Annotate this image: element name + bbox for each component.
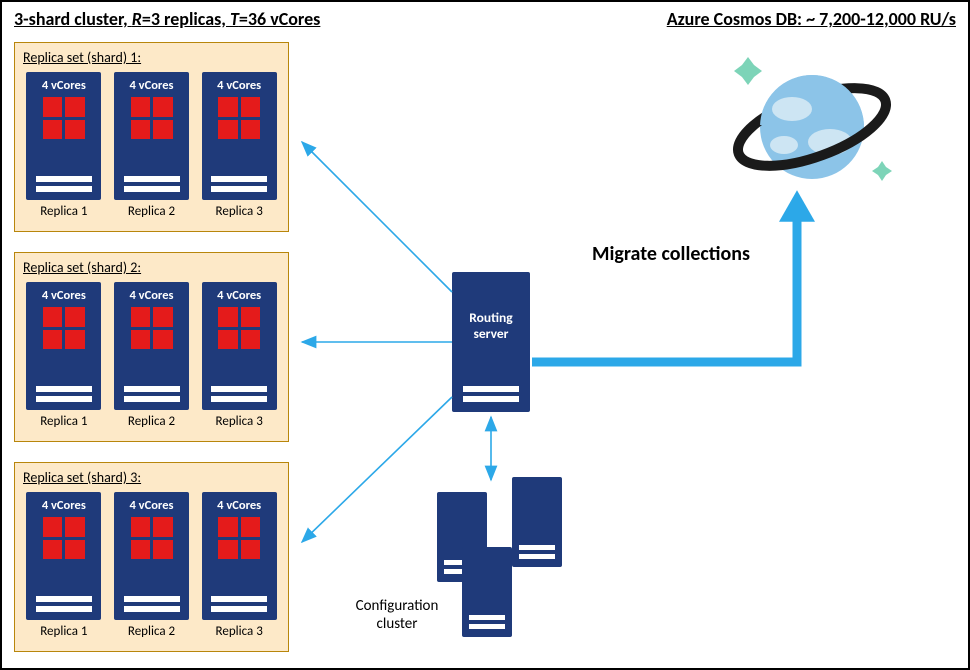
config-cluster-text: Configurationcluster <box>356 597 439 633</box>
title-t-italic: T <box>230 8 239 30</box>
shard-title: Replica set (shard) 1: <box>23 49 280 66</box>
server-slot <box>463 396 519 402</box>
vcores-label: 4 vCores <box>130 498 174 513</box>
server-cores-icon <box>218 97 260 139</box>
server-body: 4 vCores <box>114 72 189 200</box>
title-r-val: =3 replicas, <box>142 8 230 30</box>
replica-server: 4 vCores Replica 1 <box>23 282 105 429</box>
server-cores-icon <box>131 97 173 139</box>
replica-label: Replica 2 <box>128 624 175 639</box>
replica-server: 4 vCores Replica 3 <box>198 492 280 639</box>
shard-box-3: Replica set (shard) 3:4 vCoresReplica 14… <box>14 462 289 652</box>
replica-server: 4 vCores Replica 1 <box>23 492 105 639</box>
title-right: Azure Cosmos DB: ~ 7,200-12,000 RU/s <box>667 8 956 30</box>
server-cores-icon <box>131 307 173 349</box>
server-body: 4 vCores <box>26 492 101 620</box>
routing-server-text: Routingserver <box>469 309 512 342</box>
server-cores-icon <box>43 97 85 139</box>
server-slots <box>202 596 277 612</box>
vcores-label: 4 vCores <box>42 288 86 303</box>
replica-label: Replica 3 <box>216 414 263 429</box>
server-cores-icon <box>218 517 260 559</box>
server-slot <box>463 386 519 392</box>
server-body: 4 vCores <box>202 492 277 620</box>
replica-row: 4 vCoresReplica 14 vCoresReplica 24 vCor… <box>23 282 280 429</box>
replica-server: 4 vCores Replica 2 <box>111 282 193 429</box>
server-body: 4 vCores <box>26 72 101 200</box>
replica-label: Replica 2 <box>128 204 175 219</box>
replica-label: Replica 1 <box>40 414 87 429</box>
shard-title: Replica set (shard) 3: <box>23 469 280 486</box>
replica-server: 4 vCores Replica 3 <box>198 72 280 219</box>
diagram-canvas: 3-shard cluster, R=3 replicas, T=36 vCor… <box>0 0 970 670</box>
config-cluster-label: Configurationcluster <box>337 597 457 633</box>
replica-label: Replica 3 <box>216 624 263 639</box>
server-slots <box>202 176 277 192</box>
server-slots <box>114 596 189 612</box>
server-slots <box>26 176 101 192</box>
vcores-label: 4 vCores <box>130 288 174 303</box>
title-r-italic: R <box>132 8 142 30</box>
routing-server-slots <box>452 386 530 402</box>
config-server <box>512 477 562 567</box>
vcores-label: 4 vCores <box>217 78 261 93</box>
server-slots <box>114 386 189 402</box>
replica-label: Replica 3 <box>216 204 263 219</box>
vcores-label: 4 vCores <box>130 78 174 93</box>
replica-row: 4 vCoresReplica 14 vCoresReplica 24 vCor… <box>23 492 280 639</box>
cosmos-db-icon <box>712 47 902 217</box>
server-body: 4 vCores <box>202 72 277 200</box>
server-cores-icon <box>43 307 85 349</box>
routing-server-label: Routingserver <box>469 310 512 341</box>
config-server <box>462 547 512 637</box>
server-slots <box>26 596 101 612</box>
title-prefix: 3-shard cluster, <box>14 8 132 30</box>
server-body: 4 vCores <box>114 282 189 410</box>
replica-server: 4 vCores Replica 2 <box>111 492 193 639</box>
server-body: 4 vCores <box>26 282 101 410</box>
replica-row: 4 vCoresReplica 14 vCoresReplica 24 vCor… <box>23 72 280 219</box>
server-cores-icon <box>218 307 260 349</box>
server-slots <box>202 386 277 402</box>
migrate-collections-label: Migrate collections <box>592 242 750 266</box>
vcores-label: 4 vCores <box>217 288 261 303</box>
replica-label: Replica 2 <box>128 414 175 429</box>
server-cores-icon <box>43 517 85 559</box>
replica-server: 4 vCores Replica 1 <box>23 72 105 219</box>
replica-label: Replica 1 <box>40 204 87 219</box>
routing-server: Routingserver <box>452 272 530 412</box>
server-slots <box>26 386 101 402</box>
title-left: 3-shard cluster, R=3 replicas, T=36 vCor… <box>14 8 320 30</box>
title-t-val: =36 vCores <box>239 8 320 30</box>
vcores-label: 4 vCores <box>217 498 261 513</box>
vcores-label: 4 vCores <box>42 498 86 513</box>
server-body: 4 vCores <box>114 492 189 620</box>
server-slots <box>114 176 189 192</box>
shard-title: Replica set (shard) 2: <box>23 259 280 276</box>
replica-server: 4 vCores Replica 2 <box>111 72 193 219</box>
vcores-label: 4 vCores <box>42 78 86 93</box>
server-cores-icon <box>131 517 173 559</box>
server-body: 4 vCores <box>202 282 277 410</box>
shard-box-1: Replica set (shard) 1:4 vCoresReplica 14… <box>14 42 289 232</box>
replica-label: Replica 1 <box>40 624 87 639</box>
replica-server: 4 vCores Replica 3 <box>198 282 280 429</box>
shard-box-2: Replica set (shard) 2:4 vCoresReplica 14… <box>14 252 289 442</box>
